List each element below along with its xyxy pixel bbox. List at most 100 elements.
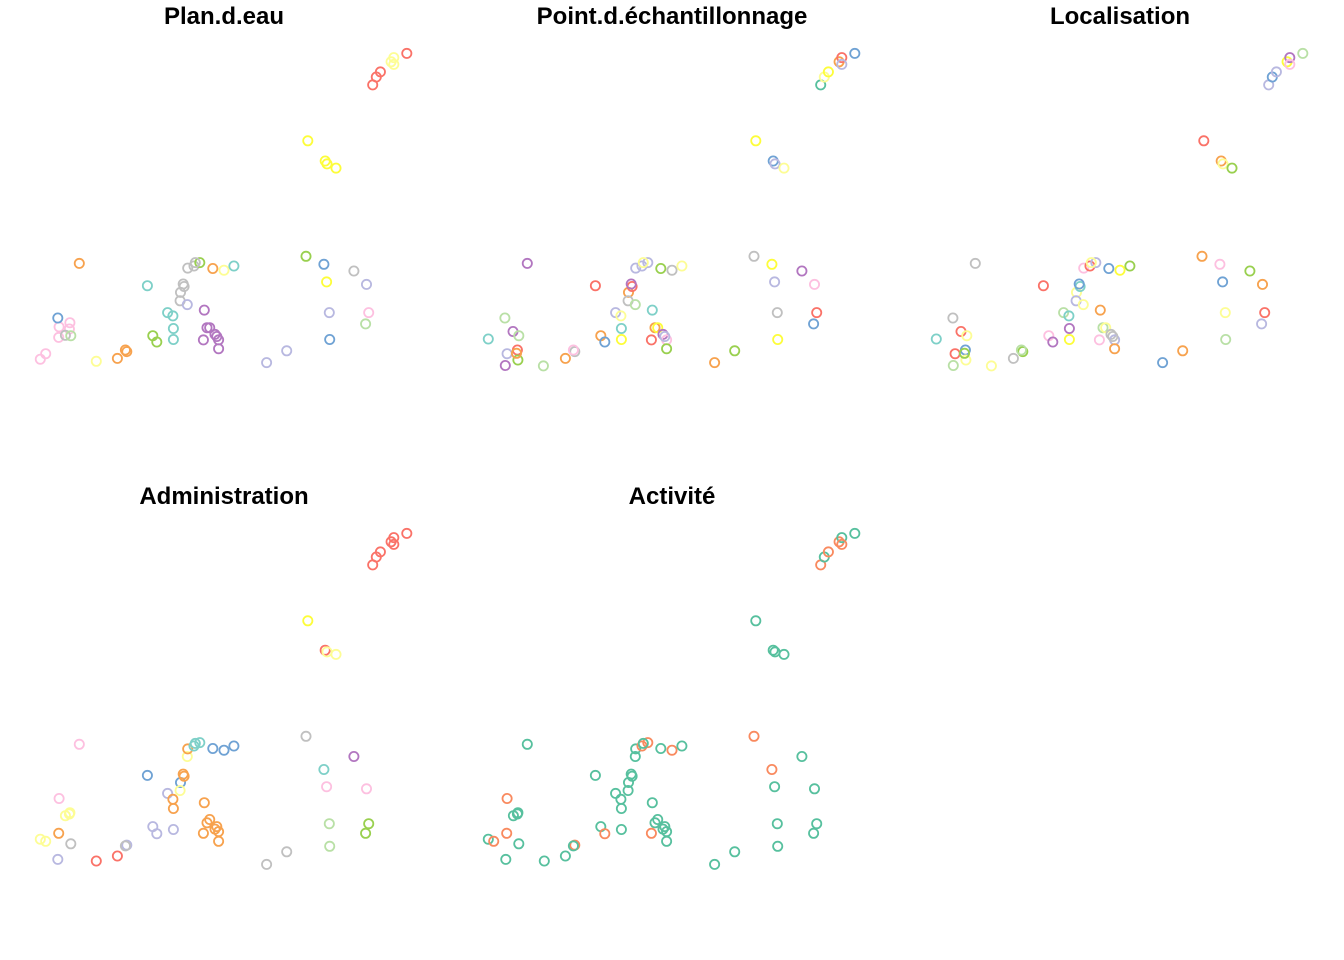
scatter-point: [228, 740, 240, 752]
scatter-point: [629, 299, 641, 311]
scatter-point: [969, 257, 981, 269]
scatter-point: [808, 318, 820, 330]
scatter-point: [40, 348, 52, 360]
scatter-point: [318, 258, 330, 270]
scatter-point: [1090, 257, 1102, 269]
scatter-point: [52, 312, 64, 324]
scatter-point: [676, 740, 688, 752]
scatter-point: [589, 280, 601, 292]
scatter-point: [300, 730, 312, 742]
scatter-point: [181, 299, 193, 311]
scatter-point: [836, 532, 848, 544]
scatter-point: [151, 828, 163, 840]
scatter-point: [822, 66, 834, 78]
scatter-plot: [930, 47, 1309, 372]
scatter-point: [1037, 280, 1049, 292]
panel-point-d-echantillonnage: Point.d.échantillonnage: [448, 0, 896, 480]
scatter-point: [808, 827, 820, 839]
panel-title: Activité: [628, 483, 716, 510]
scatter-point: [512, 354, 524, 366]
scatter-point: [930, 333, 942, 345]
scatter-point: [729, 846, 741, 858]
scatter-point: [637, 257, 649, 269]
scatter-point: [207, 262, 219, 274]
scatter-point: [167, 322, 179, 334]
scatter-point: [1157, 357, 1169, 369]
scatter-point: [822, 546, 834, 558]
scatter-point: [750, 135, 762, 147]
scatter-point: [348, 750, 360, 762]
scatter-point: [319, 644, 331, 656]
scatter-point: [567, 344, 579, 356]
scatter-point: [182, 262, 194, 274]
scatter-point: [646, 797, 658, 809]
scatter-point: [769, 158, 781, 170]
scatter-point: [1107, 330, 1119, 342]
scatter-point: [659, 330, 671, 342]
scatter-point: [141, 769, 153, 781]
panel-plan-d-eau: Plan.d.eau: [0, 0, 448, 480]
scatter-point: [65, 838, 77, 850]
scatter-point: [766, 763, 778, 775]
scatter-point: [501, 827, 513, 839]
scatter-point: [281, 345, 293, 357]
scatter-point: [666, 264, 678, 276]
scatter-point: [811, 818, 823, 830]
scatter-point: [177, 278, 189, 290]
scatter-point: [1063, 333, 1075, 345]
scatter-point: [211, 821, 223, 833]
scatter-point: [90, 855, 102, 867]
scatter-point: [499, 312, 511, 324]
scatter-point: [151, 336, 163, 348]
scatter-point: [499, 359, 511, 371]
scatter-point: [1077, 299, 1089, 311]
scatter-point: [213, 835, 225, 847]
scatter-point: [599, 336, 611, 348]
scatter-point: [181, 750, 193, 762]
scatter-point: [40, 835, 52, 847]
scatter-point: [808, 783, 820, 795]
scatter-point: [778, 648, 790, 660]
scatter-point: [482, 833, 494, 845]
scatter-point: [947, 312, 959, 324]
scatter-point: [323, 307, 335, 319]
scatter-point: [360, 783, 372, 795]
scatter-point: [507, 810, 519, 822]
scatter-point: [661, 835, 673, 847]
scatter-point: [482, 333, 494, 345]
panel-administration: Administration: [0, 480, 448, 960]
scatter-point: [1124, 260, 1136, 272]
scatter-point: [559, 352, 571, 364]
scatter-point: [642, 737, 654, 749]
scatter-point: [194, 257, 206, 269]
scatter-point: [318, 763, 330, 775]
scatter-point: [1093, 334, 1105, 346]
scatter-point: [1196, 250, 1208, 262]
panel-title: Plan.d.eau: [163, 3, 285, 30]
scatter-point: [589, 769, 601, 781]
scatter-point: [521, 257, 533, 269]
scatter-point: [501, 792, 513, 804]
scatter-point: [521, 738, 533, 750]
scatter-point: [500, 853, 512, 865]
scatter-point: [90, 355, 102, 367]
scatter-point: [59, 329, 71, 341]
scatter-point: [615, 802, 627, 814]
scatter-point: [189, 737, 201, 749]
scatter-point: [360, 278, 372, 290]
scatter-point: [661, 343, 673, 355]
scatter-point: [388, 52, 400, 64]
scatter-point: [59, 810, 71, 822]
scatter-point: [401, 527, 413, 539]
scatter-point: [796, 750, 808, 762]
scatter-point: [321, 781, 333, 793]
scatter-point: [213, 343, 225, 355]
scatter-point: [1259, 307, 1271, 319]
scatter-point: [201, 817, 213, 829]
scatter-point: [729, 345, 741, 357]
scatter-point: [207, 742, 219, 754]
scatter-point: [769, 781, 781, 793]
scatter-point: [167, 333, 179, 345]
scatter-point: [1256, 318, 1268, 330]
scatter-point: [655, 262, 667, 274]
